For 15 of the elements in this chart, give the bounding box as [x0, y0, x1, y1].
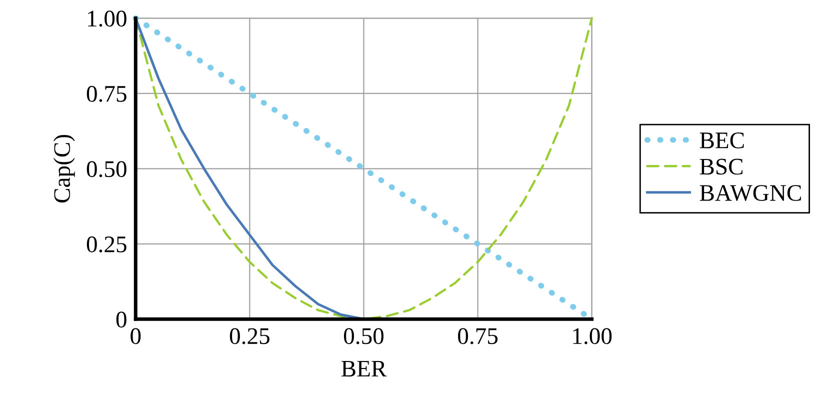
legend-label: BEC	[700, 132, 744, 148]
y-tick-label: 0	[116, 312, 126, 328]
x-axis-title: BER	[341, 360, 387, 376]
x-tick-label: 0	[130, 328, 141, 344]
y-tick-label: 1.00	[88, 10, 126, 27]
y-tick-label: 0.50	[86, 161, 126, 178]
x-tick-label: 1.00	[573, 328, 612, 344]
x-tick-label: 0.50	[344, 328, 384, 344]
y-tick-label: 0.25	[86, 236, 126, 252]
x-tick-label: 0.25	[230, 328, 270, 344]
y-axis-title: Cap(C)	[53, 134, 75, 202]
legend-label: BAWGNC	[700, 185, 801, 202]
legend-label: BSC	[700, 158, 742, 175]
x-tick-label: 0.75	[458, 328, 498, 344]
y-tick-label: 0.75	[86, 86, 126, 102]
